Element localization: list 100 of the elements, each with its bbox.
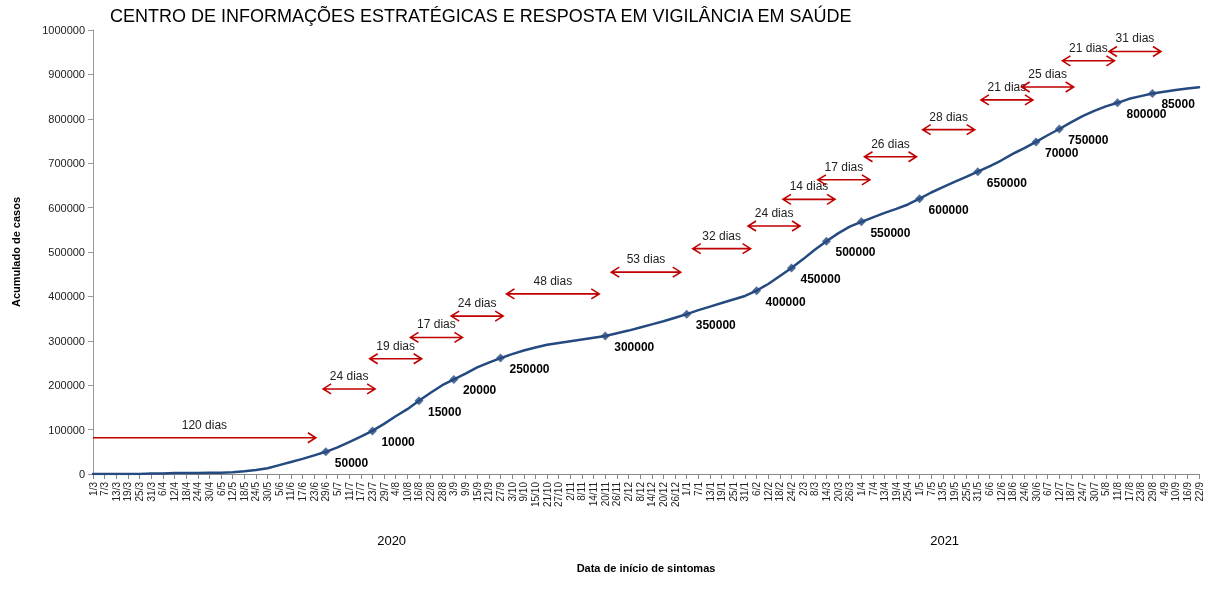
x-tick-label: 24/7 xyxy=(1077,481,1089,502)
y-tick-label: 200000 xyxy=(48,379,85,392)
x-tick-label: 23/6 xyxy=(308,481,320,502)
annotation: 14 dias xyxy=(789,179,829,194)
annotation: 24 dias xyxy=(329,368,369,383)
annotation: 32 dias xyxy=(702,228,742,243)
x-tick-label: 12/5 xyxy=(227,481,239,502)
x-tick-label: 14/3 xyxy=(820,481,832,502)
y-axis-title: Acumulado de casos xyxy=(9,196,22,308)
x-tick-label: 16/8 xyxy=(413,481,425,502)
x-tick-label: 6/7 xyxy=(1042,481,1054,496)
x-tick-label: 2/11 xyxy=(564,481,576,501)
annotation: 300000 xyxy=(614,339,655,354)
x-tick-label: 26/11 xyxy=(611,481,623,507)
annotation: 20000 xyxy=(462,383,497,398)
x-tick-label: 14/11 xyxy=(588,481,600,507)
x-tick-label: 29/8 xyxy=(1146,481,1158,502)
annotation: 250000 xyxy=(509,362,550,377)
x-tick-label: 26/3 xyxy=(844,481,856,502)
x-tick-label: 23/8 xyxy=(1135,481,1147,502)
x-tick-label: 14/12 xyxy=(646,481,658,508)
x-tick-label: 8/11 xyxy=(576,481,588,501)
x-tick-label: 25/1 xyxy=(727,481,739,502)
x-tick-label: 28/8 xyxy=(436,481,448,502)
x-tick-label: 9/9 xyxy=(460,481,472,496)
x-tick-label: 5/7 xyxy=(331,481,343,496)
x-tick-label: 12/4 xyxy=(168,481,180,502)
x-tick-label: 25/5 xyxy=(960,481,972,502)
y-tick-label: 1000000 xyxy=(42,24,85,36)
x-tick-label: 12/6 xyxy=(995,481,1007,502)
x-tick-label: 18/4 xyxy=(180,481,192,502)
x-tick-label: 15/9 xyxy=(471,481,483,502)
x-tick-label: 4/9 xyxy=(1158,481,1170,496)
y-tick-label: 400000 xyxy=(48,290,85,303)
x-tick-label: 27/9 xyxy=(494,481,506,502)
x-tick-label: 17/6 xyxy=(297,481,309,502)
x-tick-label: 2/3 xyxy=(797,481,809,496)
x-tick-label: 30/7 xyxy=(1088,481,1100,502)
x-tick-label: 31/3 xyxy=(145,481,157,502)
y-tick-label: 700000 xyxy=(48,157,85,170)
annotation: 53 dias xyxy=(626,252,666,267)
x-tick-label: 24/2 xyxy=(786,481,798,502)
x-tick-label: 25/3 xyxy=(134,481,146,502)
x-tick-label: 16/9 xyxy=(1181,481,1193,502)
x-tick-label: 12/2 xyxy=(762,481,774,502)
x-tick-label: 22/9 xyxy=(1193,481,1205,502)
annotation: 17 dias xyxy=(417,317,456,332)
annotation: 25 dias xyxy=(1028,67,1067,82)
x-tick-label: 30/5 xyxy=(262,481,274,502)
x-tick-label: 26/12 xyxy=(669,481,681,508)
annotation: 70000 xyxy=(1045,145,1079,160)
annotation: 500000 xyxy=(835,245,876,260)
x-tick-label: 8/3 xyxy=(809,481,821,496)
x-tick-label: 19/3 xyxy=(122,481,134,502)
x-tick-label: 15/10 xyxy=(529,481,541,508)
y-tick-label: 900000 xyxy=(48,68,85,81)
x-tick-label: 24/5 xyxy=(250,481,262,502)
x-tick-label: 19/4 xyxy=(890,481,902,502)
y-tick-label: 800000 xyxy=(48,112,85,125)
x-tick-label: 1/1 xyxy=(681,481,693,496)
annotation: 15000 xyxy=(427,404,462,419)
annotation: 600000 xyxy=(928,202,969,217)
x-tick-label: 23/7 xyxy=(366,481,378,502)
text: 2021 xyxy=(930,532,960,548)
x-tick-label: 13/5 xyxy=(937,481,949,502)
annotation: 31 dias xyxy=(1115,31,1155,46)
x-tick-label: 7/4 xyxy=(867,481,879,496)
x-tick-label: 6/4 xyxy=(157,481,169,496)
x-tick-label: 31/5 xyxy=(972,481,984,502)
x-tick-label: 30/6 xyxy=(1030,481,1042,502)
x-tick-label: 5/8 xyxy=(1100,481,1112,496)
x-tick-label: 27/10 xyxy=(553,481,565,508)
x-tick-label: 21/10 xyxy=(541,481,553,508)
x-tick-label: 29/6 xyxy=(320,481,332,502)
annotation: 10000 xyxy=(381,434,416,449)
x-tick-label: 1/4 xyxy=(855,481,867,496)
x-tick-label: 17/8 xyxy=(1123,481,1135,502)
x-tick-label: 29/7 xyxy=(378,481,390,502)
annotation: 450000 xyxy=(800,271,841,286)
x-tick-label: 30/4 xyxy=(203,481,215,502)
x-tick-label: 11/8 xyxy=(1112,481,1124,501)
x-axis-title: Data de início de sintomas xyxy=(576,561,716,574)
annotation: 550000 xyxy=(870,225,911,240)
x-tick-label: 1/5 xyxy=(914,481,926,496)
x-tick-label: 20/11 xyxy=(599,481,611,507)
x-tick-label: 19/5 xyxy=(949,481,961,502)
x-tick-label: 17/7 xyxy=(355,481,367,502)
annotation: 24 dias xyxy=(754,205,794,220)
annotation: 26 dias xyxy=(871,136,910,151)
x-tick-label: 7/3 xyxy=(99,481,111,496)
x-tick-label: 7/1 xyxy=(692,481,704,496)
x-tick-label: 22/8 xyxy=(425,481,437,502)
x-tick-label: 3/9 xyxy=(448,481,460,496)
annotation: 19 dias xyxy=(376,338,416,353)
annotation: 28 dias xyxy=(929,109,969,124)
x-tick-label: 1/3 xyxy=(87,481,99,496)
annotation: 50000 xyxy=(334,455,369,470)
x-tick-label: 6/5 xyxy=(215,481,227,496)
x-tick-label: 5/6 xyxy=(273,481,285,496)
annotation: 650000 xyxy=(986,175,1028,190)
